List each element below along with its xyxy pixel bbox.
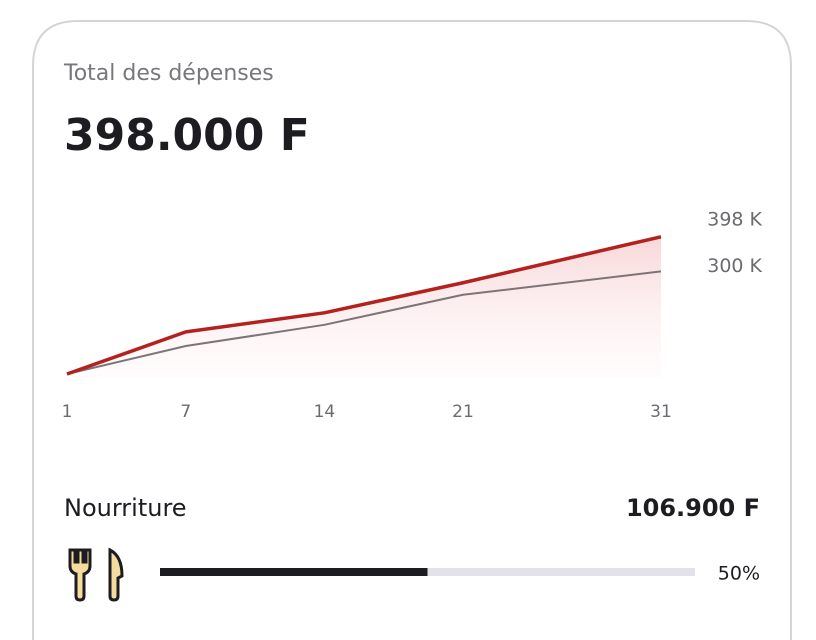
fork-knife-icon — [68, 547, 124, 602]
chart: 1 7 14 21 31 300 K 398 K — [62, 208, 763, 422]
x-tick-label: 31 — [650, 402, 672, 422]
end-label: 300 K — [707, 255, 762, 277]
x-tick-label: 21 — [452, 402, 474, 422]
category-name: Nourriture — [64, 494, 187, 522]
total-amount: 398.000 F — [64, 110, 310, 161]
progress-label: 50% — [718, 563, 760, 585]
progress-fill — [160, 568, 428, 576]
line — [66, 270, 662, 375]
category-amount: 106.900 F — [626, 494, 760, 522]
end-label: 398 K — [707, 208, 762, 230]
progress — [160, 568, 695, 576]
card-title: Total des dépenses — [63, 61, 274, 86]
x-tick-label: 7 — [180, 402, 191, 422]
x-tick-label: 14 — [314, 402, 336, 422]
line — [66, 235, 662, 376]
x-tick-label: 1 — [62, 402, 73, 422]
